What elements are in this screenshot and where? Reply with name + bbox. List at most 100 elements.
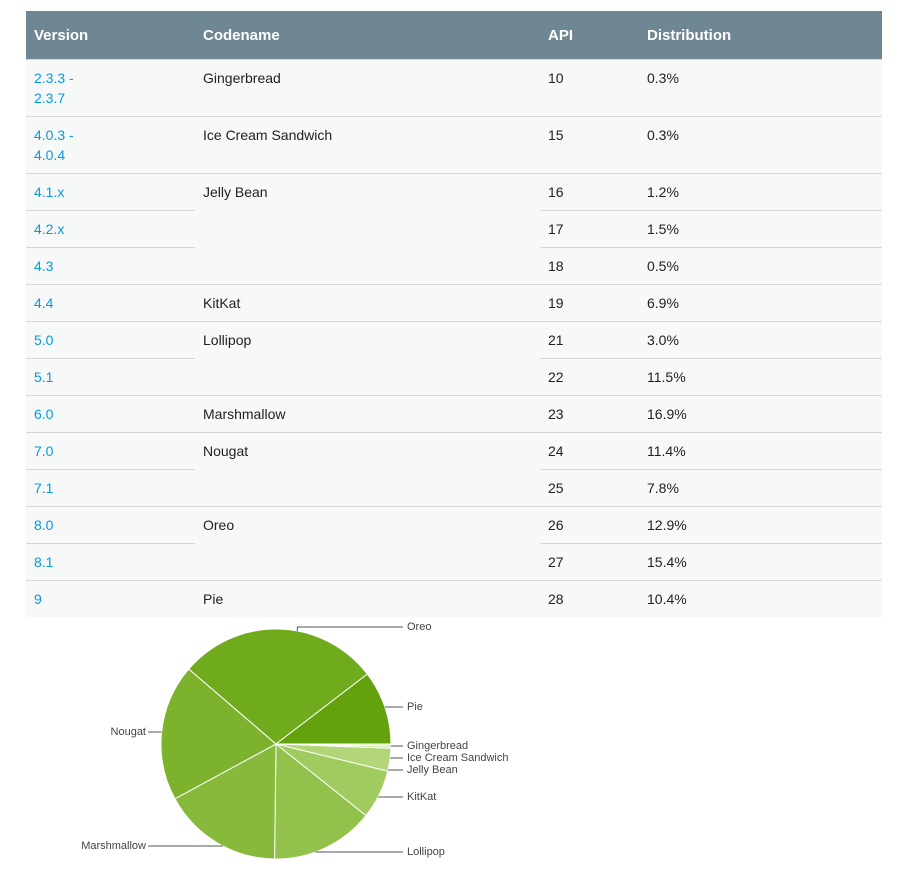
column-header: Version — [26, 11, 195, 60]
version-link[interactable]: 4.2.x — [34, 221, 65, 237]
api-cell: 25 — [540, 469, 639, 507]
pie-slice — [160, 668, 277, 800]
version-cell: 5.0 — [26, 321, 195, 359]
codename-cell: Marshmallow — [195, 395, 540, 433]
api-cell: 21 — [540, 321, 639, 359]
slice-label: KitKat — [407, 791, 436, 803]
column-header: Distribution — [639, 11, 882, 60]
version-cell: 6.0 — [26, 395, 195, 433]
slice-label: Jelly Bean — [407, 764, 458, 776]
distribution: 15.4% — [647, 554, 687, 570]
api: 19 — [548, 295, 564, 311]
distribution: 0.3% — [647, 127, 679, 143]
codename-cell: Pie — [195, 580, 540, 617]
api: 21 — [548, 332, 564, 348]
distribution: 7.8% — [647, 480, 679, 496]
table-body: 2.3.3 - 2.3.7 Gingerbread 10 0.3% 4.0.3 - 4.… — [26, 59, 882, 617]
slice-label: Pie — [407, 701, 423, 713]
version-cell: 4.3 — [26, 247, 195, 285]
pie-slice — [274, 742, 367, 860]
version-link[interactable]: 2.3.3 - 2.3.7 — [34, 70, 74, 106]
codename: KitKat — [203, 295, 241, 311]
api-cell: 22 — [540, 358, 639, 396]
distribution-cell: 1.5% — [639, 210, 882, 248]
distribution-cell: 1.2% — [639, 173, 882, 211]
version-cell: 4.1.x — [26, 173, 195, 211]
distribution-cell: 0.3% — [639, 116, 882, 174]
distribution: 12.9% — [647, 517, 687, 533]
version-cell: 8.1 — [26, 543, 195, 581]
api: 24 — [548, 443, 564, 459]
version-link[interactable]: 8.0 — [34, 517, 54, 533]
table-row: 8.0 Oreo 26 12.9% — [26, 506, 882, 581]
distribution: 11.4% — [647, 443, 686, 459]
distribution: 0.5% — [647, 258, 679, 274]
api: 10 — [548, 70, 564, 86]
codename-cell: Ice Cream Sandwich — [195, 116, 540, 174]
table-row: 4.1.x Jelly Bean 16 1.2% — [26, 173, 882, 285]
table-row: 7.0 Nougat 24 11.4% — [26, 432, 882, 507]
codename-cell: Oreo — [195, 506, 540, 581]
api-cell: 19 — [540, 284, 639, 322]
version-cell: 4.0.3 - 4.0.4 — [26, 116, 195, 174]
version-link[interactable]: 5.0 — [34, 332, 54, 348]
distribution-cell: 6.9% — [639, 284, 882, 322]
version-link[interactable]: 7.0 — [34, 443, 54, 459]
api-cell: 10 — [540, 59, 639, 117]
distribution-cell: 0.5% — [639, 247, 882, 285]
codename: Pie — [203, 591, 224, 607]
version-cell: 2.3.3 - 2.3.7 — [26, 59, 195, 117]
codename: Nougat — [203, 443, 249, 459]
api-cell: 26 — [540, 506, 639, 544]
version-link[interactable]: 7.1 — [34, 480, 54, 496]
codename-cell: Gingerbread — [195, 59, 540, 117]
version-cell: 8.0 — [26, 506, 195, 544]
codename-cell: Nougat — [195, 432, 540, 507]
distribution-cell: 16.9% — [639, 395, 882, 433]
version-link[interactable]: 4.3 — [34, 258, 54, 274]
table-row: 4.0.3 - 4.0.4 Ice Cream Sandwich 15 0.3% — [26, 116, 882, 174]
slice-label: Gingerbread — [407, 740, 468, 752]
table-row: 9 Pie 28 10.4% — [26, 580, 882, 617]
codename-cell: KitKat — [195, 284, 540, 322]
distribution-cell: 15.4% — [639, 543, 882, 581]
codename-cell: Lollipop — [195, 321, 540, 396]
codename-cell: Jelly Bean — [195, 173, 540, 285]
distribution-cell: 0.3% — [639, 59, 882, 117]
slice-label: Oreo — [407, 621, 431, 633]
table-row: 4.3 18 0.5% — [26, 247, 882, 285]
slice-label: Marshmallow — [81, 840, 146, 852]
distribution: 0.3% — [647, 70, 679, 86]
api: 25 — [548, 480, 564, 496]
distribution: 16.9% — [647, 406, 687, 422]
version-link[interactable]: 6.0 — [34, 406, 54, 422]
api-cell: 18 — [540, 247, 639, 285]
version-link[interactable]: 5.1 — [34, 369, 54, 385]
pie-slice — [174, 743, 277, 860]
distribution: 10.4% — [647, 591, 687, 607]
table-row: 8.1 27 15.4% — [26, 543, 882, 581]
column-header: Codename — [195, 11, 540, 60]
version-link[interactable]: 4.0.3 - 4.0.4 — [34, 127, 74, 163]
distribution-cell: 3.0% — [639, 321, 882, 359]
version-cell: 9 — [26, 580, 195, 617]
distribution-cell: 11.5% — [639, 358, 882, 396]
version-link[interactable]: 8.1 — [34, 554, 54, 570]
leader-line — [296, 626, 403, 631]
api-cell: 23 — [540, 395, 639, 433]
version-link[interactable]: 4.1.x — [34, 184, 65, 200]
version-cell: 4.4 — [26, 284, 195, 322]
codename: Ice Cream Sandwich — [203, 127, 333, 143]
distribution: 1.5% — [647, 221, 679, 237]
version-link[interactable]: 9 — [34, 591, 42, 607]
table-row: 2.3.3 - 2.3.7 Gingerbread 10 0.3% — [26, 59, 882, 117]
version-link[interactable]: 4.4 — [34, 295, 54, 311]
codename: Jelly Bean — [203, 184, 268, 200]
version-cell: 7.0 — [26, 432, 195, 470]
api: 27 — [548, 554, 564, 570]
distribution-cell: 12.9% — [639, 506, 882, 544]
api: 26 — [548, 517, 564, 533]
slice-label: Lollipop — [407, 846, 445, 858]
api: 22 — [548, 369, 564, 385]
